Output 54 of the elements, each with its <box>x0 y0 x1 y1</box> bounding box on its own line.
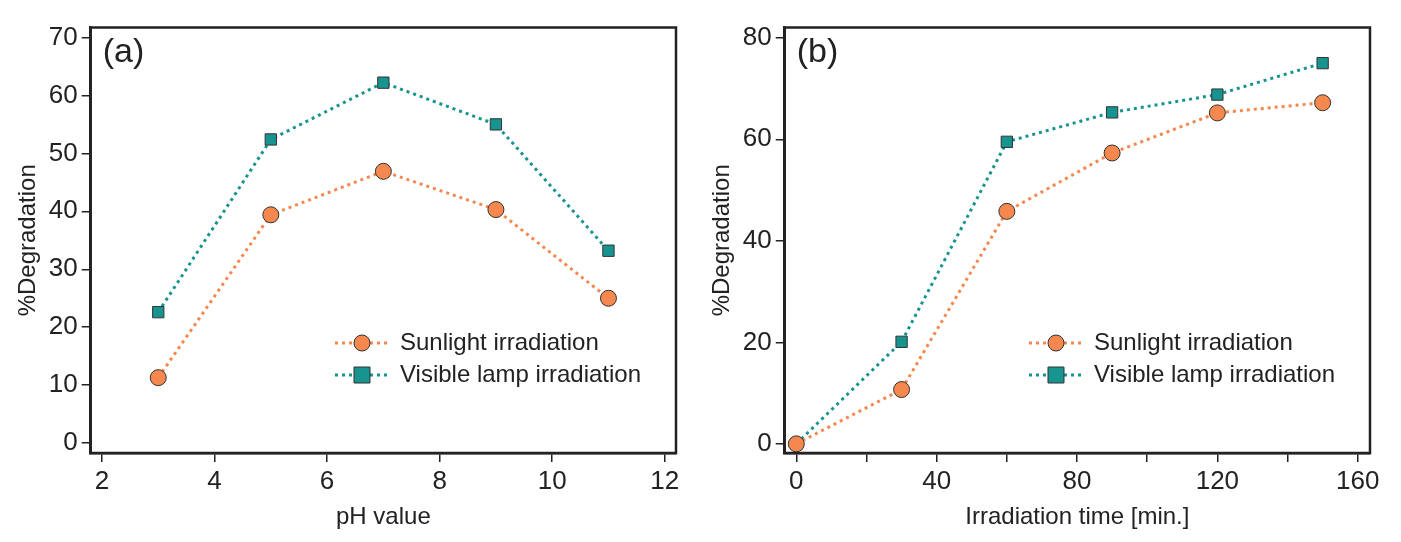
x-tick-label: 160 <box>1336 464 1380 495</box>
y-tick-label: 30 <box>48 252 78 283</box>
y-tick-label: 70 <box>48 20 78 51</box>
point <box>262 206 280 224</box>
point <box>152 306 165 319</box>
point <box>602 244 615 257</box>
x-tick-label: 2 <box>94 464 110 495</box>
y-tick-label: 0 <box>757 427 772 458</box>
x-tick-label: 0 <box>789 464 804 495</box>
x-tick-label: 40 <box>922 464 952 495</box>
x-tick-label: 12 <box>650 464 680 495</box>
legend-label: Sunlight irradiation <box>1093 327 1293 355</box>
x-tick-label: 120 <box>1195 464 1240 495</box>
point <box>264 133 277 146</box>
y-tick-label: 40 <box>48 194 78 225</box>
point <box>1314 94 1332 112</box>
point <box>374 162 392 180</box>
x-axis-title: Irradiation time [min.] <box>965 502 1190 530</box>
point <box>489 118 503 131</box>
y-tick-label: 10 <box>48 368 78 399</box>
point <box>1105 106 1119 119</box>
point <box>895 335 908 348</box>
legend-label: Sunlight irradiation <box>399 327 599 355</box>
y-tick-label: 20 <box>48 310 78 341</box>
y-axis-title: %Degradation <box>707 164 735 317</box>
x-tick-label: 8 <box>432 464 447 495</box>
y-tick-label: 50 <box>48 136 78 167</box>
point <box>377 76 390 89</box>
point <box>1208 104 1226 122</box>
point <box>1000 135 1013 148</box>
y-tick-label: 20 <box>742 325 772 356</box>
point <box>1316 56 1329 70</box>
y-tick-label: 0 <box>63 426 78 457</box>
legend-label: Visible lamp irradiation <box>1093 359 1336 387</box>
point <box>1103 144 1121 162</box>
point <box>1211 88 1224 101</box>
x-tick-label: 4 <box>207 464 222 495</box>
point <box>487 201 505 219</box>
legend-label: Visible lamp irradiation <box>399 359 642 387</box>
x-axis-title: pH value <box>335 502 431 530</box>
y-tick-label: 40 <box>742 223 772 254</box>
point <box>599 289 617 307</box>
x-tick-label: 10 <box>537 464 567 495</box>
x-tick-label: 80 <box>1062 464 1092 495</box>
y-tick-label: 80 <box>742 20 772 51</box>
y-tick-label: 60 <box>742 122 772 153</box>
y-axis-title: %Degradation <box>13 164 41 317</box>
annotation: (b) <box>796 30 839 69</box>
point <box>149 369 167 387</box>
point <box>893 381 911 399</box>
point <box>998 202 1016 220</box>
annotation: (a) <box>102 30 145 69</box>
y-tick-label: 60 <box>48 78 78 109</box>
x-tick-label: 6 <box>319 464 335 495</box>
